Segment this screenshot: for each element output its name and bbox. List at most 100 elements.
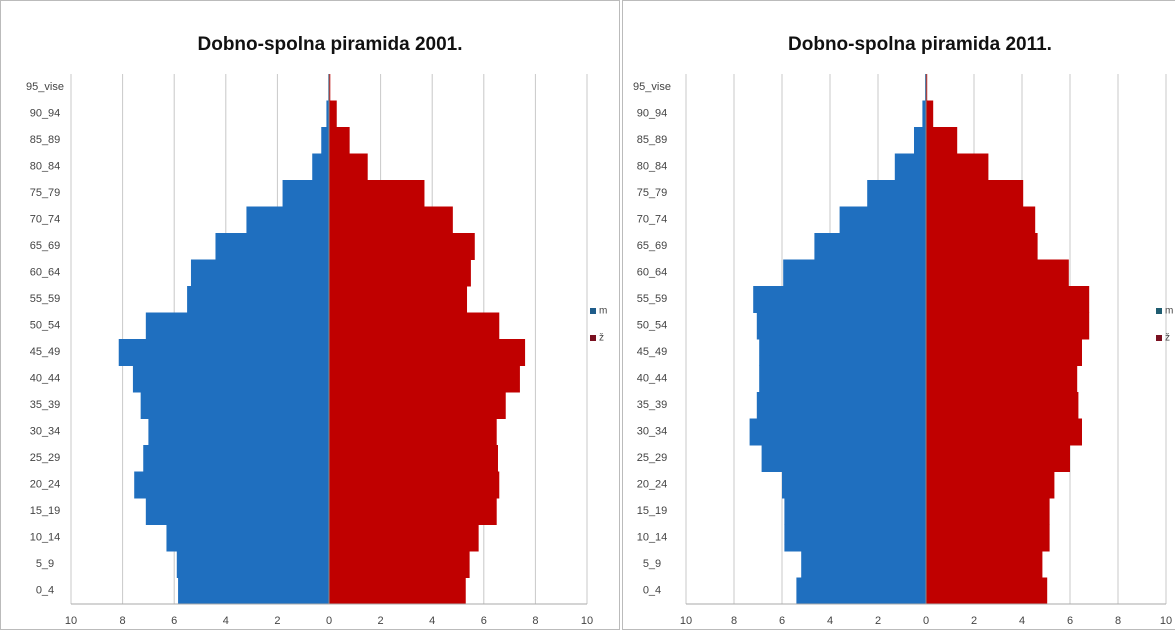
bar [784,524,926,552]
legend-label: m [599,306,607,317]
bar [329,524,479,552]
y-tick-label: 10_14 [30,532,61,544]
bar [329,392,506,419]
bar [926,100,934,128]
bar [926,551,1043,578]
bar [134,471,329,499]
bar [926,259,1069,287]
legend-swatch [1156,308,1162,314]
bar [756,392,926,419]
bar [926,74,928,101]
bar [329,471,500,499]
bar [312,153,329,181]
bar [782,471,926,499]
bar [329,153,368,181]
bar [190,259,329,287]
bar [329,74,331,101]
legend-label: ž [599,333,604,344]
bar [926,418,1082,446]
bar [282,180,329,207]
bar [329,418,497,446]
bar [145,498,329,525]
bar [143,445,329,472]
bar [926,180,1024,207]
y-tick-label: 85_89 [637,134,668,146]
legend-swatch [590,308,596,314]
bar [926,524,1050,552]
bar [926,498,1050,525]
bar [926,365,1078,393]
bar [145,312,329,340]
x-tick-label: 4 [827,615,833,627]
bar [329,206,453,234]
y-tick-label: 55_59 [30,293,61,305]
bar [784,498,926,525]
bar [329,312,500,340]
bar [329,339,526,366]
x-tick-label: 0 [923,615,929,627]
x-tick-label: 8 [120,615,126,627]
y-tick-label: 75_79 [637,187,668,199]
y-tick-label: 90_94 [637,108,668,120]
bar [926,206,1036,234]
x-tick-label: 10 [680,615,692,627]
y-tick-label: 15_19 [30,505,61,517]
y-tick-label: 10_14 [637,532,668,544]
legend-swatch [1156,335,1162,341]
bar [926,445,1070,472]
y-tick-label: 85_89 [30,134,61,146]
bar [329,577,466,605]
bar [178,577,329,605]
bar [761,445,926,472]
bar [914,127,926,154]
y-tick-label: 70_74 [637,214,668,226]
bar [326,100,329,128]
bar [926,471,1055,499]
legend-swatch [590,335,596,341]
y-tick-label: 25_29 [637,452,668,464]
y-tick-label: 70_74 [30,214,61,226]
x-tick-label: 8 [1115,615,1121,627]
y-tick-label: 75_79 [30,187,61,199]
x-tick-label: 6 [481,615,487,627]
bar [839,206,926,234]
x-tick-label: 2 [274,615,280,627]
y-tick-label: 80_84 [637,161,668,173]
bar [329,233,475,260]
bar [894,153,926,181]
bar [926,153,989,181]
y-tick-label: 5_9 [643,558,661,570]
bar [132,365,329,393]
y-tick-label: 60_64 [637,267,668,279]
y-tick-label: 45_49 [30,346,61,358]
bar [321,127,329,154]
bar [215,233,329,260]
y-tick-label: 65_69 [30,240,61,252]
y-tick-label: 40_44 [30,373,61,385]
bar [926,233,1038,260]
bar [148,418,329,446]
y-tick-label: 95_vise [26,81,64,93]
bar [926,127,958,154]
y-tick-label: 25_29 [30,452,61,464]
y-tick-label: 90_94 [30,108,61,120]
x-tick-label: 4 [429,615,435,627]
y-tick-label: 20_24 [30,479,61,491]
chart-title: Dobno-spolna piramida 2001. [198,34,463,55]
bar [187,286,329,313]
x-tick-label: 6 [779,615,785,627]
x-tick-label: 6 [171,615,177,627]
bar [118,339,329,366]
y-tick-label: 35_39 [30,399,61,411]
bar [759,365,926,393]
bar [759,339,926,366]
chart-title: Dobno-spolna piramida 2011. [788,34,1052,55]
bar [922,100,926,128]
bar [329,498,497,525]
bar [867,180,926,207]
x-tick-label: 2 [971,615,977,627]
bar [329,259,471,287]
bar [329,365,520,393]
x-tick-label: 4 [1019,615,1025,627]
y-tick-label: 0_4 [643,585,661,597]
